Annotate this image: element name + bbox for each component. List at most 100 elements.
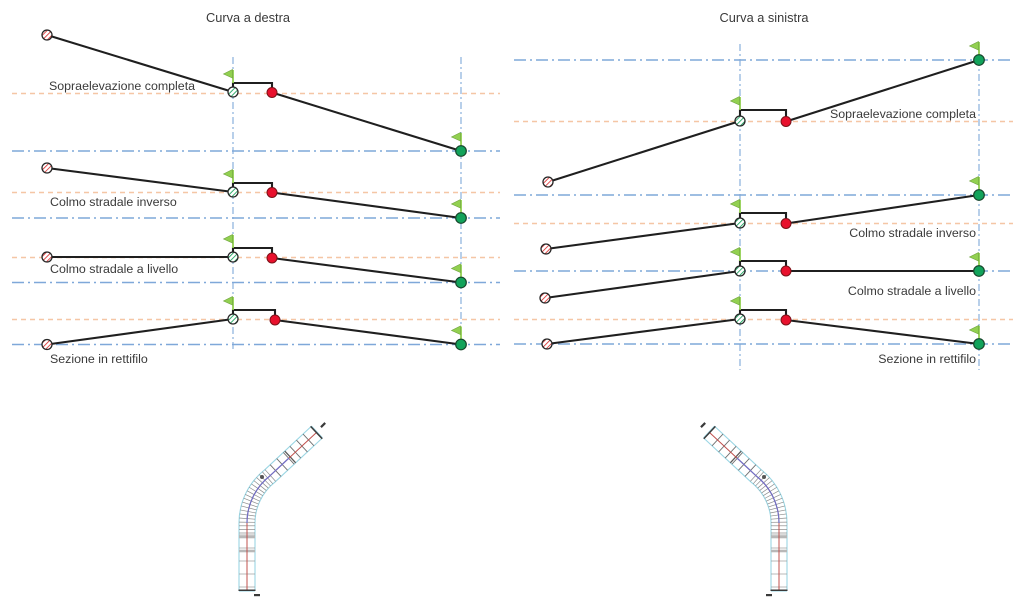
section-profile-line: [545, 221, 741, 251]
green-flag-icon: [222, 169, 233, 179]
green-flag-icon: [222, 69, 233, 79]
red-dot-icon: [269, 314, 281, 326]
red-dot-icon: [266, 87, 278, 98]
station-label-mark: [766, 594, 772, 597]
green-dot-icon: [973, 189, 985, 201]
step-bracket: [231, 181, 274, 193]
red-hatched-circle-icon: [41, 29, 53, 41]
panel-curva-a-sinistra: [514, 41, 1013, 370]
curve-point-mark: [260, 475, 264, 479]
green-flag-icon: [222, 234, 233, 244]
section-label: Colmo stradale a livello: [848, 284, 976, 298]
red-hatched-circle-icon: [541, 338, 553, 350]
section-label: Colmo stradale inverso: [50, 195, 177, 209]
green-flag-icon: [450, 263, 461, 273]
red-dot-icon: [266, 187, 278, 198]
road-centerline: [246, 431, 318, 591]
road-plan-left-curve: [700, 422, 788, 597]
red-hatched-circle-icon: [542, 176, 554, 188]
green-hatched-circle-icon: [227, 186, 239, 198]
green-flag-icon: [729, 247, 740, 257]
green-flag-icon: [968, 41, 979, 51]
green-hatched-circle-icon: [734, 115, 746, 127]
station-label-mark: [320, 422, 326, 428]
green-hatched-circle-icon: [734, 265, 746, 277]
green-hatched-circle-icon: [227, 313, 239, 325]
section-profile-line: [271, 256, 462, 284]
green-flag-icon: [968, 176, 979, 186]
step-bracket: [231, 308, 277, 320]
green-flag-icon: [729, 199, 740, 209]
section-profile-line: [544, 269, 741, 300]
step-bracket: [738, 259, 788, 271]
red-dot-icon: [780, 218, 792, 229]
panel-title-left-curve: Curva a sinistra: [720, 10, 810, 25]
green-flag-icon: [729, 296, 740, 306]
road-edge: [238, 425, 312, 591]
red-dot-icon: [780, 116, 792, 127]
road-edge: [254, 437, 323, 591]
red-hatched-circle-icon: [539, 292, 551, 304]
station-label-mark: [700, 422, 706, 428]
section-profile-line: [46, 317, 234, 346]
section-profile-line: [271, 191, 462, 220]
step-bracket: [231, 246, 274, 258]
green-hatched-circle-icon: [227, 86, 239, 98]
green-flag-icon: [450, 325, 461, 335]
section-profile-line: [546, 317, 741, 346]
red-hatched-circle-icon: [41, 162, 53, 174]
green-flag-icon: [968, 252, 979, 262]
green-dot-icon: [455, 145, 467, 157]
green-hatched-circle-icon: [227, 251, 239, 263]
section-profile-line: [785, 318, 980, 346]
section-profile-line: [785, 193, 980, 225]
section-profile-line: [46, 166, 234, 194]
green-dot-icon: [455, 276, 467, 289]
green-hatched-circle-icon: [734, 217, 746, 229]
section-label: Sezione in rettifilo: [50, 352, 148, 366]
section-profile-line: [785, 58, 980, 123]
red-hatched-circle-icon: [41, 251, 53, 263]
road-edge: [714, 425, 788, 591]
section-profile-line: [274, 318, 462, 346]
green-flag-icon: [222, 296, 233, 306]
red-dot-icon: [780, 314, 792, 326]
curve-point-mark: [762, 475, 766, 479]
section-profile-line: [547, 119, 741, 184]
road-curve-centerline: [246, 457, 290, 524]
road-edge: [703, 437, 772, 591]
red-hatched-circle-icon: [41, 338, 53, 351]
step-bracket: [231, 81, 274, 93]
step-bracket: [738, 211, 788, 224]
green-dot-icon: [455, 212, 467, 224]
section-label: Colmo stradale a livello: [50, 262, 178, 276]
station-label-mark: [254, 594, 260, 597]
section-profile-line: [46, 33, 234, 94]
road-end-mark: [310, 425, 323, 440]
road-centerline: [708, 431, 780, 591]
section-profile-line: [271, 91, 462, 153]
green-dot-icon: [973, 338, 985, 350]
green-hatched-circle-icon: [734, 313, 746, 325]
green-flag-icon: [450, 132, 461, 142]
red-hatched-circle-icon: [540, 243, 552, 255]
section-label: Sezione in rettifilo: [878, 352, 976, 366]
green-flag-icon: [968, 325, 979, 335]
green-dot-icon: [455, 338, 467, 351]
section-label: Sopraelevazione completa: [49, 79, 195, 93]
green-dot-icon: [973, 265, 985, 277]
section-label: Sopraelevazione completa: [830, 107, 976, 121]
section-label: Colmo stradale inverso: [849, 226, 976, 240]
step-bracket: [738, 308, 788, 320]
green-flag-icon: [729, 96, 740, 106]
panel-title-right-curve: Curva a destra: [206, 10, 291, 25]
red-dot-icon: [780, 265, 792, 277]
panel-curva-a-destra: [12, 29, 500, 352]
green-flag-icon: [450, 199, 461, 209]
road-plan-right-curve: [238, 422, 326, 597]
step-bracket: [738, 108, 788, 122]
green-dot-icon: [973, 54, 985, 66]
red-dot-icon: [266, 252, 278, 264]
